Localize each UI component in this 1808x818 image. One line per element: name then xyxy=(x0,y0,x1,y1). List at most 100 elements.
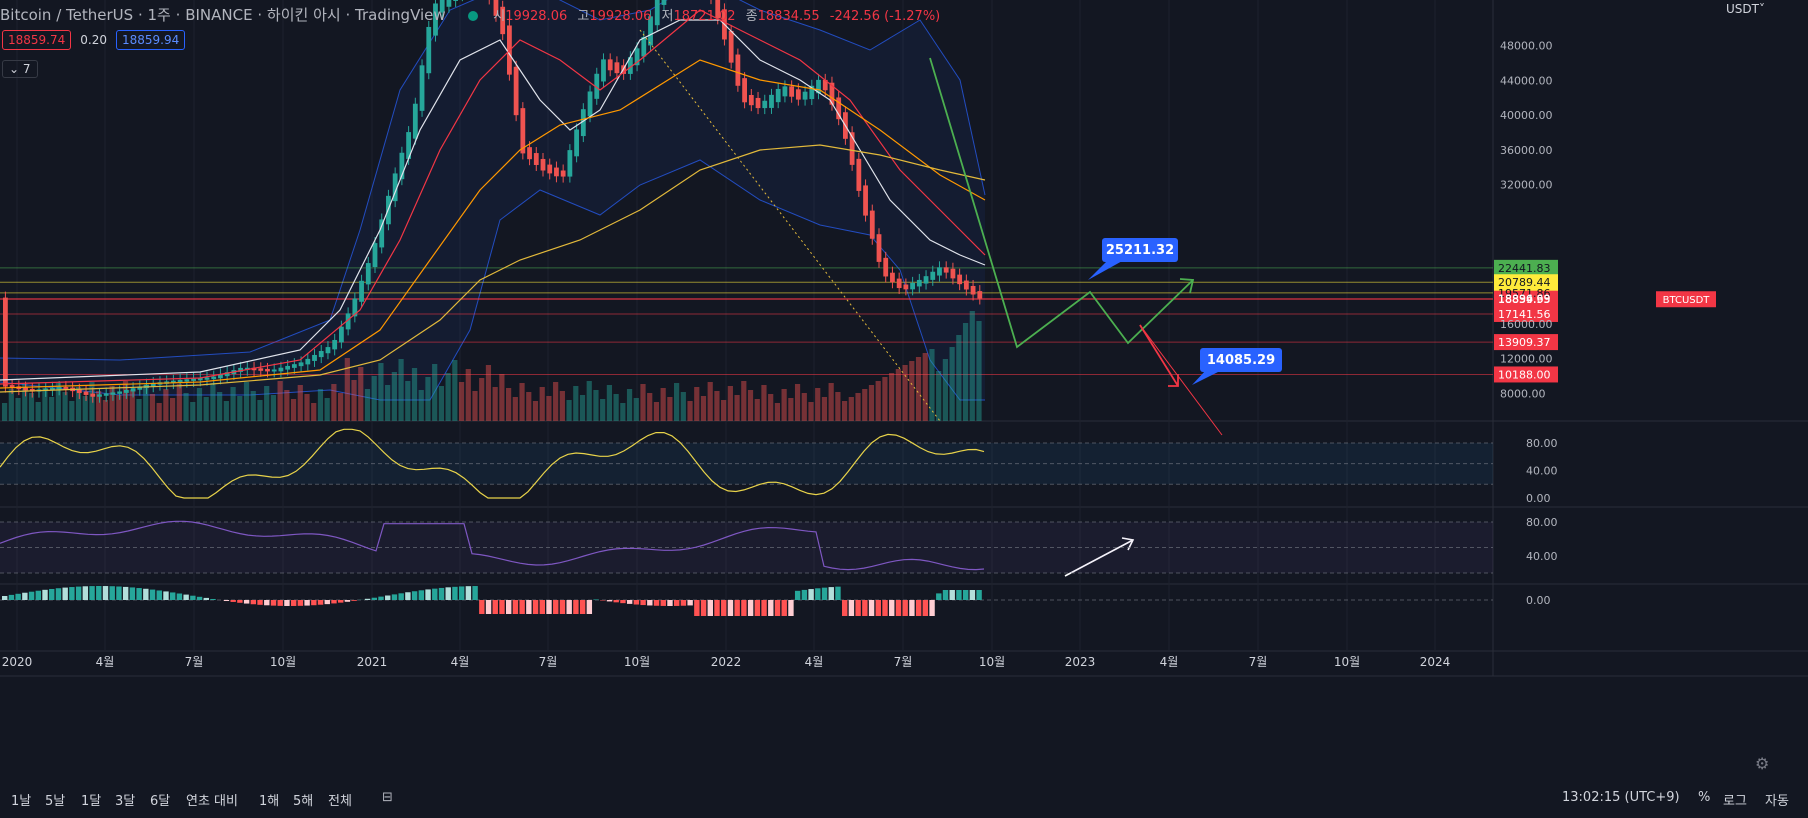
candle-body xyxy=(177,379,183,383)
macd-bar xyxy=(96,586,102,600)
macd-bar xyxy=(969,590,976,600)
volume-bar xyxy=(391,372,397,421)
price-level-label: 22441.83 xyxy=(1498,262,1551,275)
bollinger-lower xyxy=(0,159,985,401)
x-tick-label: 2021 xyxy=(357,655,388,669)
macd-bar xyxy=(338,600,344,603)
macd-bar xyxy=(653,600,660,606)
y-tick-label: 8000.00 xyxy=(1500,388,1546,401)
price-panel: 25211.32 14085.29 xyxy=(0,0,1716,436)
macd-bar xyxy=(680,600,687,606)
volume-bar xyxy=(949,347,955,421)
macd-bar xyxy=(895,600,902,616)
candle-body xyxy=(957,274,963,285)
gear-icon[interactable]: ⚙ xyxy=(1755,754,1770,773)
bid-badge[interactable]: 18859.74 xyxy=(2,30,72,50)
currency-selector[interactable]: USDT˅ xyxy=(1726,2,1765,16)
candle-body xyxy=(634,48,640,66)
candle-body xyxy=(9,385,15,388)
clock-readout[interactable]: 13:02:15 (UTC+9) xyxy=(1562,790,1680,805)
volume-bar xyxy=(398,359,404,421)
candle-body xyxy=(856,158,862,191)
interval-label[interactable]: 1주 xyxy=(147,6,171,24)
ask-badge[interactable]: 18859.94 xyxy=(115,30,186,50)
candle-body xyxy=(191,378,196,381)
macd-bar xyxy=(458,586,465,600)
macd-bar xyxy=(714,600,720,616)
macd-bar xyxy=(2,596,8,600)
candle-body xyxy=(567,150,573,177)
macd-bar xyxy=(82,586,89,600)
y-tick-label: 32000.00 xyxy=(1500,179,1553,192)
range-5y[interactable]: 5해 xyxy=(293,794,314,809)
candle-body xyxy=(782,86,788,97)
bollinger-upper xyxy=(0,0,986,361)
macd-panel xyxy=(0,586,1493,616)
x-tick-label: 4월 xyxy=(451,655,470,669)
macd-bar xyxy=(35,590,41,600)
volume-bar xyxy=(942,359,948,421)
stoch-axis-label: 0.00 xyxy=(1526,492,1551,505)
open-label: 시 xyxy=(493,9,506,24)
auto-toggle[interactable]: 자동 xyxy=(1765,794,1789,809)
macd-bar xyxy=(405,592,411,600)
macd-bar xyxy=(102,586,109,600)
macd-bar xyxy=(418,590,425,600)
candle-body xyxy=(265,368,270,372)
volume-bar xyxy=(922,353,928,421)
symbol-name[interactable]: Bitcoin / TetherUS xyxy=(0,6,134,24)
header-sep: · xyxy=(137,6,143,24)
volume-bar xyxy=(2,403,8,421)
candle-body xyxy=(130,388,136,392)
range-3m[interactable]: 3달 xyxy=(115,794,136,809)
candle-body xyxy=(406,132,411,159)
candle-body xyxy=(352,298,358,317)
candle-body xyxy=(3,297,8,387)
indicators-toggle[interactable]: ⌄ 7 xyxy=(2,60,38,78)
candle-body xyxy=(540,158,546,171)
candle-body xyxy=(829,82,835,105)
macd-bar xyxy=(62,587,68,600)
macd-bar xyxy=(929,600,935,616)
candle-body xyxy=(755,97,761,109)
candle-body xyxy=(520,108,526,154)
macd-bar xyxy=(75,586,82,600)
macd-bar xyxy=(304,600,310,606)
volume-bar xyxy=(808,402,814,421)
volume-bar xyxy=(835,392,841,421)
volume-bar xyxy=(458,382,465,421)
range-5d[interactable]: 5날 xyxy=(45,794,66,809)
candle-body xyxy=(728,30,734,63)
range-all[interactable]: 전체 xyxy=(328,794,352,809)
volume-bar xyxy=(243,382,250,421)
candle-body xyxy=(218,374,223,379)
price-level-tag xyxy=(1494,305,1558,322)
range-ytd[interactable]: 연초 대비 xyxy=(186,794,238,809)
volume-bar xyxy=(700,396,707,421)
x-tick-label: 10월 xyxy=(624,655,650,669)
candle-body xyxy=(318,351,324,358)
candle-body xyxy=(849,132,855,165)
log-toggle[interactable]: 로그 xyxy=(1723,794,1747,809)
range-6m[interactable]: 6달 xyxy=(150,794,171,809)
range-1y[interactable]: 1해 xyxy=(259,794,280,809)
candle-body xyxy=(238,367,243,372)
volume-bar xyxy=(747,390,754,421)
range-1d[interactable]: 1날 xyxy=(11,794,32,809)
candle-body xyxy=(137,386,143,390)
candle-body xyxy=(883,257,889,277)
y-tick-label: 40000.00 xyxy=(1500,109,1553,122)
percent-toggle[interactable]: % xyxy=(1698,790,1711,805)
volume-bar xyxy=(781,389,787,421)
macd-bar xyxy=(956,590,962,600)
candle-body xyxy=(587,91,593,117)
macd-bar xyxy=(721,600,727,616)
date-range-icon[interactable]: ⊟ xyxy=(382,790,393,805)
price-level-label: 18896.69 xyxy=(1498,293,1551,306)
macd-bar xyxy=(250,600,257,605)
volume-bar xyxy=(828,383,834,421)
range-1m[interactable]: 1달 xyxy=(81,794,102,809)
callout-pointer xyxy=(1088,260,1124,280)
